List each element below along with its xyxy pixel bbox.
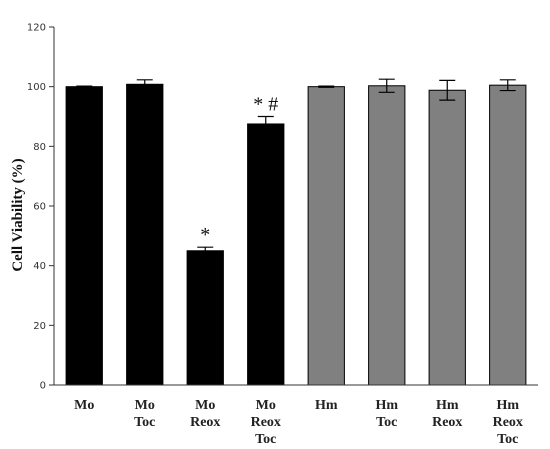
x-tick-label-line: Reox [190, 415, 220, 430]
y-tick-label: 80 [33, 142, 46, 153]
x-tick-label-line: Mo [195, 398, 215, 413]
y-axis-label: Cell Viability (%) [10, 158, 26, 271]
x-tick-label-line: Hm [315, 398, 338, 413]
x-tick-label-line: Mo [74, 398, 94, 413]
bar [186, 250, 224, 386]
y-tick-label: 20 [33, 321, 46, 332]
bar [65, 86, 103, 386]
x-tick-label: Hm [315, 398, 338, 413]
x-tick-label-line: Toc [134, 415, 155, 430]
y-axis: 0 20 40 60 80 100 120 [27, 23, 55, 392]
x-tick-label-line: Toc [255, 432, 276, 447]
x-tick-label-line: Mo [135, 398, 155, 413]
bars-group: * * # [54, 78, 538, 386]
significance-annotation: * # [253, 94, 278, 116]
y-tick-label: 0 [40, 381, 46, 392]
bar [368, 85, 406, 386]
y-tick-label: 60 [33, 202, 46, 213]
x-tick-label: Mo Reox [190, 398, 220, 430]
x-tick-label-line: Toc [497, 432, 518, 447]
x-tick-label-line: Reox [432, 415, 462, 430]
x-tick-label: Hm Toc [375, 398, 398, 430]
y-tick-label: 120 [27, 23, 46, 34]
x-tick-label: Hm Reox [432, 398, 462, 430]
x-tick-label: Mo [74, 398, 94, 413]
x-tick-label: Hm Reox Toc [493, 398, 523, 447]
x-tick-label-line: Reox [251, 415, 281, 430]
x-tick-label-line: Mo [256, 398, 276, 413]
bar [489, 84, 527, 386]
x-tick-label-line: Hm [436, 398, 459, 413]
x-tick-label: Mo Toc [134, 398, 155, 430]
bar [307, 86, 345, 386]
x-tick-label: Mo Reox Toc [251, 398, 281, 447]
y-tick-label: 40 [33, 261, 46, 272]
x-tick-label-line: Reox [493, 415, 523, 430]
x-tick-label-line: Toc [376, 415, 397, 430]
bar [126, 83, 164, 386]
x-tick-label-line: Hm [496, 398, 519, 413]
bar [428, 89, 466, 386]
y-tick-label: 100 [27, 82, 46, 93]
bar [247, 123, 285, 386]
significance-annotation: * [200, 224, 210, 246]
x-axis-labels: Mo Mo Toc Mo Reox Mo Reox Toc Hm Hm Toc Hm Reox Hm Reo… [74, 398, 523, 447]
x-tick-label-line: Hm [375, 398, 398, 413]
